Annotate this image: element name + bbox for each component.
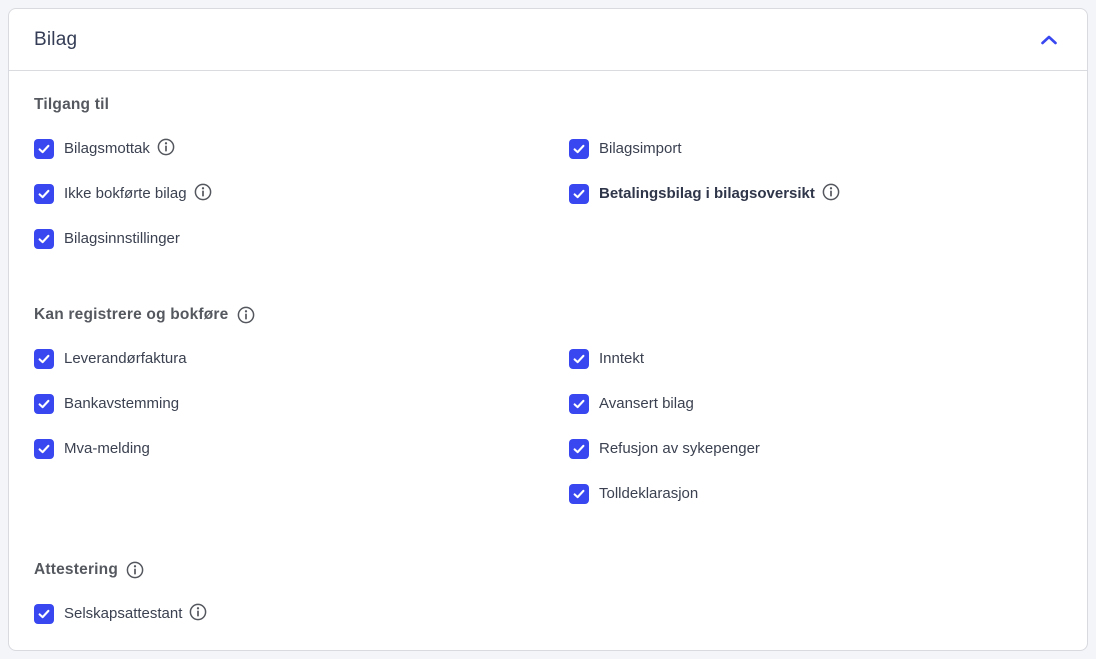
checkbox-label: Tolldeklarasjon xyxy=(599,485,699,502)
checkbox-label: Selskapsattestant xyxy=(64,605,183,622)
checkbox[interactable] xyxy=(34,438,54,459)
checkbox-item-bilagsmottak[interactable]: Bilagsmottak xyxy=(34,138,569,159)
checkbox-item-betalingsbilag-i-bilagsoversikt[interactable]: Betalingsbilag i bilagsoversikt xyxy=(569,183,1062,204)
checkmark-icon xyxy=(38,189,50,198)
section-title-text: Attestering xyxy=(34,561,119,578)
info-icon[interactable] xyxy=(126,561,144,579)
checkbox[interactable] xyxy=(34,393,54,414)
checkbox-item-avansert-bilag[interactable]: Avansert bilag xyxy=(569,393,1062,414)
checkbox-item-inntekt[interactable]: Inntekt xyxy=(569,348,1062,369)
checkmark-icon xyxy=(38,354,50,363)
panel-title: Bilag xyxy=(34,28,78,50)
checkbox-label: Leverandørfaktura xyxy=(64,350,187,367)
checkmark-icon xyxy=(38,399,50,408)
checkmark-icon xyxy=(38,609,50,618)
checkbox-item-mva-melding[interactable]: Mva-melding xyxy=(34,438,569,459)
panel-header: Bilag xyxy=(9,9,1087,71)
section-attestering: Attestering Selskapsattestant xyxy=(34,560,1062,624)
checkmark-icon xyxy=(573,144,585,153)
checkbox-label: Mva-melding xyxy=(64,440,150,457)
checkmark-icon xyxy=(38,234,50,243)
checkbox-item-selskapsattestant[interactable]: Selskapsattestant xyxy=(34,603,569,624)
checkbox-label: Bankavstemming xyxy=(64,395,180,412)
section-title-text: Tilgang til xyxy=(34,96,110,113)
section-tilgang-til: Tilgang til Bilagsmottak Bil xyxy=(34,95,1062,249)
checkbox[interactable] xyxy=(34,183,54,204)
bilag-panel: Bilag Tilgang til Bilagsmotta xyxy=(8,8,1088,651)
checkbox-label: Ikke bokførte bilag xyxy=(64,185,187,202)
collapse-button[interactable] xyxy=(1037,31,1061,49)
checkbox-item-bilagsinnstillinger[interactable]: Bilagsinnstillinger xyxy=(34,228,569,249)
section-title-kan-registrere: Kan registrere og bokføre xyxy=(34,305,1062,324)
checkbox-label: Bilagsmottak xyxy=(64,140,150,157)
info-icon[interactable] xyxy=(237,306,255,324)
empty-cell xyxy=(34,483,569,504)
checkbox-item-refusjon-av-sykepenger[interactable]: Refusjon av sykepenger xyxy=(569,438,1062,459)
checkbox[interactable] xyxy=(569,138,589,159)
checkbox-label: Bilagsinnstillinger xyxy=(64,230,180,247)
checkbox-item-bilagsimport[interactable]: Bilagsimport xyxy=(569,138,1062,159)
checkbox-label: Inntekt xyxy=(599,350,645,367)
info-icon[interactable] xyxy=(157,138,175,156)
checkbox[interactable] xyxy=(34,348,54,369)
checkmark-icon xyxy=(573,489,585,498)
checkmark-icon xyxy=(38,444,50,453)
checkmark-icon xyxy=(573,189,585,198)
info-icon[interactable] xyxy=(189,603,207,621)
info-icon[interactable] xyxy=(822,183,840,201)
checkbox[interactable] xyxy=(569,183,589,204)
checkbox-item-tolldeklarasjon[interactable]: Tolldeklarasjon xyxy=(569,483,1062,504)
checkbox[interactable] xyxy=(569,393,589,414)
empty-cell xyxy=(569,228,1062,249)
section-title-attestering: Attestering xyxy=(34,560,1062,579)
checkbox-label: Betalingsbilag i bilagsoversikt xyxy=(599,185,815,202)
section-kan-registrere-og-bokfore: Kan registrere og bokføre Leverandørfakt… xyxy=(34,305,1062,504)
checkbox[interactable] xyxy=(34,138,54,159)
checkbox[interactable] xyxy=(569,348,589,369)
checkbox[interactable] xyxy=(34,228,54,249)
checkbox[interactable] xyxy=(569,483,589,504)
chevron-up-icon xyxy=(1041,35,1057,44)
checkbox-label: Avansert bilag xyxy=(599,395,694,412)
checkbox-item-ikke-bokforte-bilag[interactable]: Ikke bokførte bilag xyxy=(34,183,569,204)
checkbox-label: Bilagsimport xyxy=(599,140,682,157)
checkbox-item-bankavstemming[interactable]: Bankavstemming xyxy=(34,393,569,414)
checkbox[interactable] xyxy=(34,603,54,624)
checkbox-grid: Selskapsattestant xyxy=(34,603,1062,624)
info-icon[interactable] xyxy=(194,183,212,201)
checkbox-item-leverandorfaktura[interactable]: Leverandørfaktura xyxy=(34,348,569,369)
panel-body: Tilgang til Bilagsmottak Bil xyxy=(9,71,1087,652)
checkmark-icon xyxy=(573,444,585,453)
checkbox-grid: Leverandørfaktura Inntekt Bankavstemming xyxy=(34,348,1062,504)
empty-cell xyxy=(569,603,1062,624)
checkmark-icon xyxy=(573,354,585,363)
checkbox[interactable] xyxy=(569,438,589,459)
checkmark-icon xyxy=(573,399,585,408)
checkmark-icon xyxy=(38,144,50,153)
checkbox-label: Refusjon av sykepenger xyxy=(599,440,760,457)
section-title-text: Kan registrere og bokføre xyxy=(34,306,229,323)
checkbox-grid: Bilagsmottak Bilagsimport Ikke bokf xyxy=(34,138,1062,249)
section-title-tilgang-til: Tilgang til xyxy=(34,95,1062,114)
